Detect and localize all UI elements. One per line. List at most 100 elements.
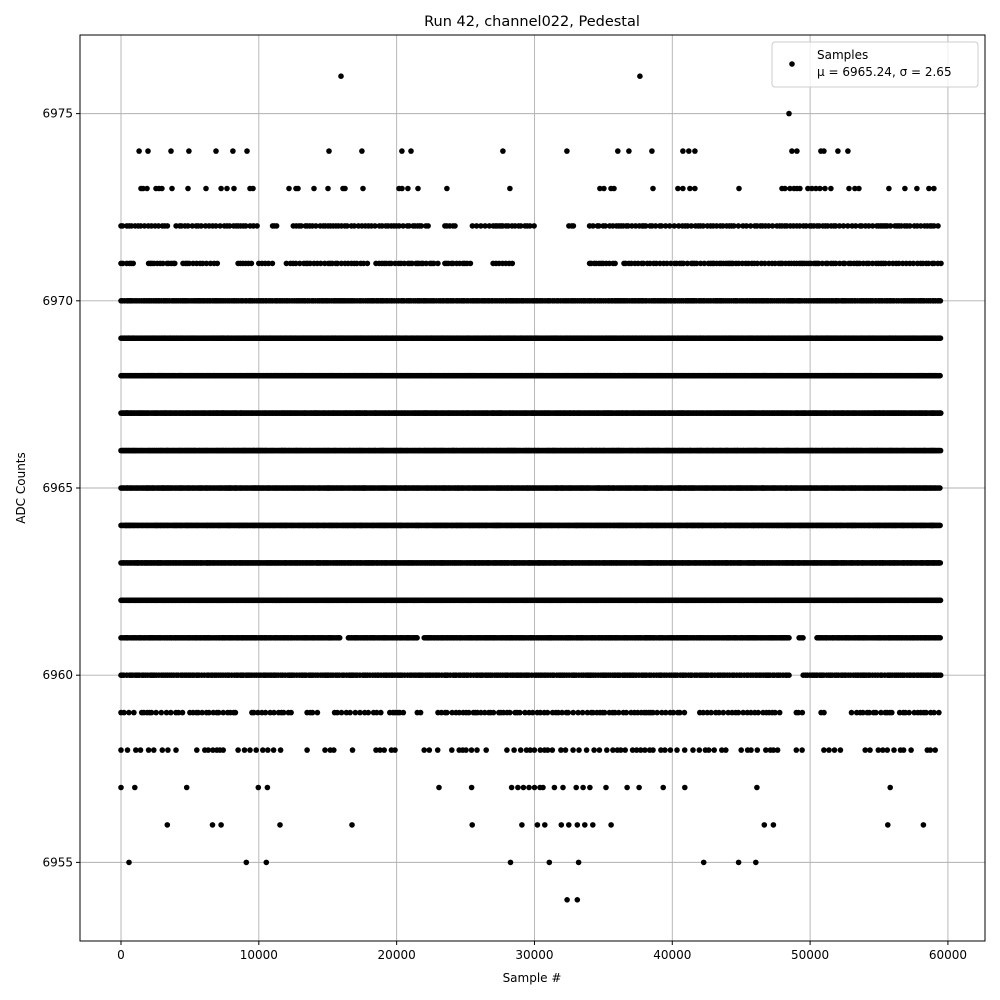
chart-title: Run 42, channel022, Pedestal bbox=[424, 14, 640, 30]
data-point bbox=[935, 223, 941, 229]
data-point bbox=[509, 260, 516, 267]
data-point bbox=[754, 260, 761, 267]
data-point bbox=[452, 223, 458, 229]
data-point bbox=[172, 260, 178, 267]
data-point bbox=[845, 223, 851, 229]
data-point bbox=[840, 223, 847, 229]
data-point bbox=[518, 223, 524, 229]
data-point bbox=[938, 260, 944, 267]
data-point bbox=[396, 223, 402, 229]
data-point bbox=[765, 223, 772, 229]
data-point bbox=[836, 223, 843, 229]
data-point bbox=[666, 223, 673, 229]
data-point bbox=[937, 447, 944, 454]
data-point bbox=[531, 223, 537, 229]
data-point bbox=[130, 260, 136, 267]
data-point bbox=[590, 223, 596, 229]
data-point bbox=[652, 223, 659, 229]
data-point bbox=[185, 223, 191, 229]
data-point bbox=[273, 223, 280, 229]
data-point bbox=[293, 260, 299, 267]
data-point bbox=[937, 372, 943, 379]
data-point bbox=[570, 223, 577, 229]
data-point bbox=[643, 223, 649, 229]
data-point bbox=[680, 260, 687, 267]
data-point bbox=[684, 260, 691, 267]
data-point bbox=[254, 223, 260, 229]
data-point bbox=[938, 410, 944, 416]
data-point bbox=[693, 260, 700, 267]
data-point bbox=[700, 223, 706, 229]
data-point bbox=[688, 223, 695, 229]
data-point bbox=[852, 223, 859, 229]
data-point bbox=[269, 260, 276, 267]
data-point bbox=[671, 223, 678, 229]
data-point bbox=[406, 223, 412, 229]
data-point bbox=[910, 260, 917, 267]
data-point bbox=[248, 260, 255, 267]
data-point bbox=[334, 260, 341, 267]
data-point bbox=[527, 223, 533, 229]
data-point bbox=[907, 223, 913, 229]
data-point bbox=[747, 223, 754, 229]
data-point bbox=[937, 298, 944, 304]
data-point bbox=[198, 223, 204, 229]
data-point bbox=[213, 223, 219, 229]
data-point bbox=[731, 223, 737, 229]
data-point bbox=[596, 223, 602, 229]
data-point bbox=[400, 223, 406, 229]
data-points bbox=[118, 73, 944, 903]
data-point bbox=[612, 260, 618, 267]
data-point bbox=[469, 223, 476, 229]
data-point bbox=[189, 223, 196, 229]
data-point bbox=[482, 223, 488, 229]
data-point bbox=[344, 223, 350, 229]
data-point bbox=[425, 223, 431, 229]
data-point bbox=[833, 260, 839, 267]
data-point bbox=[467, 260, 474, 267]
data-point bbox=[217, 223, 223, 229]
data-point bbox=[762, 260, 768, 267]
data-point bbox=[214, 260, 221, 267]
data-point bbox=[119, 223, 126, 229]
data-point bbox=[486, 223, 493, 229]
data-point bbox=[664, 260, 670, 267]
data-point bbox=[265, 260, 272, 267]
data-point bbox=[743, 223, 750, 229]
data-point bbox=[226, 223, 233, 229]
data-point bbox=[155, 223, 162, 229]
data-point bbox=[658, 223, 665, 229]
data-point bbox=[435, 260, 441, 267]
data-point bbox=[640, 260, 647, 267]
data-point bbox=[418, 223, 425, 229]
data-point bbox=[283, 260, 290, 267]
data-point bbox=[887, 223, 894, 229]
data-point bbox=[701, 260, 708, 267]
data-point bbox=[120, 260, 126, 267]
data-point bbox=[372, 223, 378, 229]
data-point bbox=[841, 260, 848, 267]
data-point bbox=[203, 260, 210, 267]
data-point bbox=[313, 223, 319, 229]
data-point bbox=[769, 223, 776, 229]
data-point bbox=[602, 223, 609, 229]
data-point bbox=[351, 223, 358, 229]
data-point bbox=[388, 260, 395, 267]
data-point bbox=[409, 260, 415, 267]
data-point bbox=[735, 223, 742, 229]
data-point bbox=[832, 223, 839, 229]
data-point bbox=[297, 260, 303, 267]
data-point bbox=[160, 260, 166, 267]
data-point bbox=[186, 260, 192, 267]
data-point bbox=[931, 223, 937, 229]
data-point bbox=[473, 223, 480, 229]
data-point bbox=[937, 335, 944, 342]
data-point bbox=[423, 260, 430, 267]
data-point bbox=[164, 223, 171, 229]
data-point bbox=[243, 223, 249, 229]
data-point bbox=[364, 260, 371, 267]
data-point bbox=[298, 223, 305, 229]
data-point bbox=[662, 223, 669, 229]
